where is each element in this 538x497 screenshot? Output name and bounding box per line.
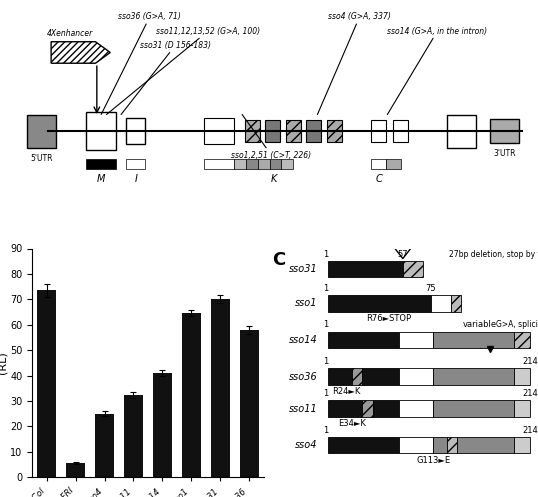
Text: 1: 1 [323,425,328,434]
FancyBboxPatch shape [234,159,246,169]
FancyBboxPatch shape [86,159,116,169]
FancyBboxPatch shape [490,119,519,143]
FancyBboxPatch shape [393,120,408,142]
FancyBboxPatch shape [27,114,56,148]
FancyBboxPatch shape [431,295,451,312]
FancyBboxPatch shape [363,368,399,385]
FancyBboxPatch shape [514,437,530,453]
FancyBboxPatch shape [433,437,447,453]
FancyBboxPatch shape [258,159,270,169]
Text: E34►K: E34►K [338,419,366,428]
Text: 1: 1 [323,249,328,258]
FancyBboxPatch shape [399,331,433,348]
FancyBboxPatch shape [514,331,530,348]
Text: M: M [97,174,105,184]
FancyBboxPatch shape [447,114,476,148]
Text: G>A, splicing defect: G>A, splicing defect [495,321,538,330]
FancyBboxPatch shape [245,120,260,142]
Text: K: K [271,174,278,184]
Text: 5'UTR: 5'UTR [31,154,53,163]
Text: G113►E: G113►E [416,456,450,465]
FancyBboxPatch shape [327,120,342,142]
FancyBboxPatch shape [86,112,116,150]
Text: R24►K: R24►K [332,387,360,396]
Text: sso1: sso1 [295,298,317,308]
Text: 214: 214 [522,389,538,398]
FancyBboxPatch shape [371,120,386,142]
Text: sso36 (G>A, 71): sso36 (G>A, 71) [101,12,181,114]
FancyBboxPatch shape [403,261,423,277]
FancyBboxPatch shape [447,437,457,453]
FancyBboxPatch shape [328,368,352,385]
Text: 214: 214 [522,357,538,366]
FancyBboxPatch shape [352,368,363,385]
Text: 27bp deletion, stop by frame-shift: 27bp deletion, stop by frame-shift [449,249,538,258]
Text: sso14: sso14 [289,335,317,345]
FancyBboxPatch shape [514,368,530,385]
Text: sso14 (G>A, in the intron): sso14 (G>A, in the intron) [387,26,487,114]
Text: 57: 57 [398,249,408,258]
FancyBboxPatch shape [246,159,258,169]
Text: 1: 1 [323,321,328,330]
Text: sso36: sso36 [289,372,317,382]
Bar [124,395,143,477]
Text: sso1,2,51 (C>T, 226): sso1,2,51 (C>T, 226) [231,114,312,160]
FancyBboxPatch shape [126,159,145,169]
Polygon shape [51,42,110,63]
Text: I: I [134,174,138,184]
Text: variable: variable [463,321,497,330]
Text: R76►STOP: R76►STOP [366,314,411,323]
Bar [37,290,56,477]
FancyBboxPatch shape [265,120,280,142]
FancyBboxPatch shape [286,120,301,142]
Text: 214: 214 [522,425,538,434]
Text: sso4 (G>A, 337): sso4 (G>A, 337) [317,12,391,114]
FancyBboxPatch shape [126,118,145,144]
FancyBboxPatch shape [433,331,514,348]
FancyBboxPatch shape [514,400,530,417]
Bar [153,373,172,477]
Bar [66,463,85,477]
FancyBboxPatch shape [204,118,234,144]
FancyBboxPatch shape [328,331,399,348]
Text: 75: 75 [426,284,436,293]
Text: C: C [376,174,383,184]
Text: 1: 1 [323,389,328,398]
Y-axis label: (RL): (RL) [0,351,8,374]
FancyBboxPatch shape [433,400,514,417]
FancyBboxPatch shape [372,400,399,417]
FancyBboxPatch shape [399,368,433,385]
FancyBboxPatch shape [204,159,234,169]
FancyBboxPatch shape [451,295,461,312]
FancyBboxPatch shape [328,437,399,453]
Text: C: C [272,251,285,269]
FancyBboxPatch shape [363,400,372,417]
Text: 4Xenhancer: 4Xenhancer [47,29,93,38]
FancyBboxPatch shape [328,400,363,417]
Text: 1: 1 [323,284,328,293]
Bar [240,330,259,477]
FancyBboxPatch shape [306,120,321,142]
Text: sso11,12,13,52 (G>A, 100): sso11,12,13,52 (G>A, 100) [107,26,260,114]
FancyBboxPatch shape [371,159,386,169]
Text: 1: 1 [323,357,328,366]
FancyBboxPatch shape [328,295,431,312]
FancyBboxPatch shape [457,437,514,453]
Bar [211,299,230,477]
Text: sso4: sso4 [295,440,317,450]
FancyBboxPatch shape [399,437,433,453]
FancyBboxPatch shape [386,159,401,169]
Text: sso11: sso11 [289,404,317,414]
Text: 3'UTR: 3'UTR [493,149,516,158]
FancyBboxPatch shape [433,368,514,385]
Text: sso31 (D 156-183): sso31 (D 156-183) [121,41,211,114]
Bar [182,313,201,477]
FancyBboxPatch shape [399,400,433,417]
FancyBboxPatch shape [328,261,403,277]
Bar [95,414,114,477]
FancyBboxPatch shape [281,159,293,169]
Text: sso31: sso31 [289,264,317,274]
FancyBboxPatch shape [270,159,281,169]
